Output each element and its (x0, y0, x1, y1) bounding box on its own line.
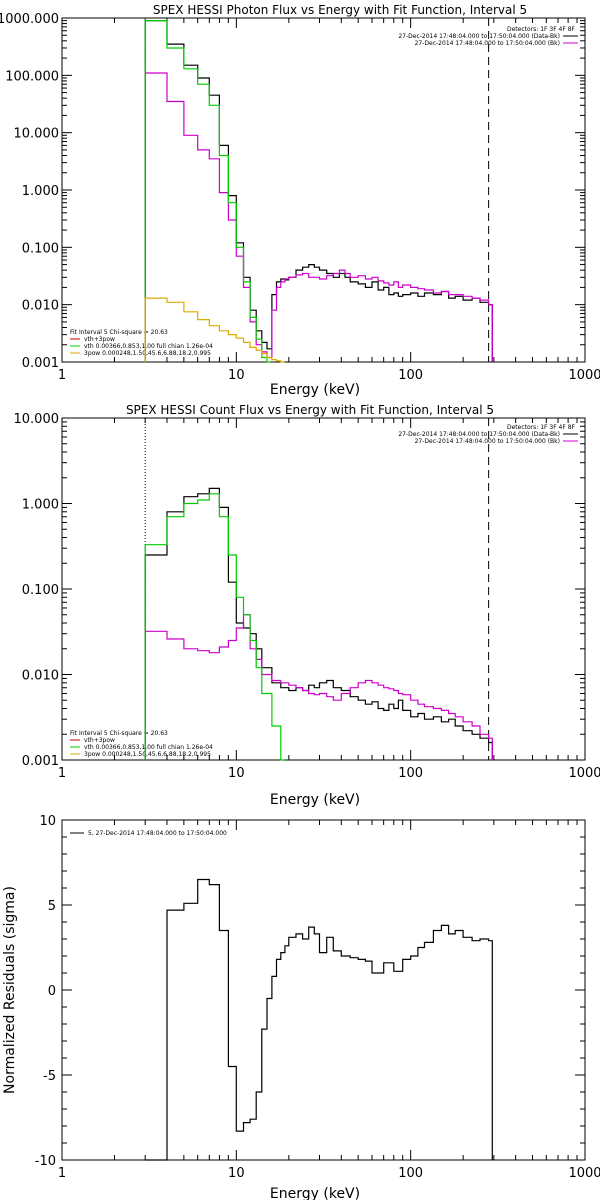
chart0-ytick-label: 10.000 (14, 127, 60, 142)
chart0-xtick-label: 100 (398, 368, 423, 383)
photon-legend-detectors: Detectors: 1F 3F 4F 8F (507, 26, 576, 33)
residuals-legend: 5, 27-Dec-2014 17:48:04.000 to 17:50:04.… (70, 830, 227, 837)
photon-flux-panel: SPEX HESSI Photon Flux vs Energy with Fi… (0, 3, 600, 398)
chart2-ytick-label: 10 (39, 814, 56, 829)
chart1-ytick-label: 0.010 (22, 669, 59, 684)
count-flux-panel: SPEX HESSI Count Flux vs Energy with Fit… (14, 403, 600, 808)
chart0-ytick-label: 0.010 (22, 299, 59, 314)
photon-flux-legend-bottom-left: Fit Interval 5 Chi-square = 20.63 vth+3p… (70, 329, 213, 357)
chart0-series-1 (144, 72, 493, 362)
chart0-ytick-label: 1000.000 (0, 12, 59, 27)
chart1-ytick-label: 0.001 (22, 754, 59, 769)
photon-legend-data-bk: 27-Dec-2014 17:48:04.000 to 17:50:04.000… (398, 33, 560, 40)
count-flux-legend-bottom-left: Fit Interval 5 Chi-square = 20.63 vth+3p… (70, 730, 213, 758)
chart1-series-0 (144, 487, 493, 760)
count-flux-xlabel: Energy (keV) (270, 792, 360, 808)
chart2-xtick-label: 100 (398, 1166, 423, 1181)
chart1-series-1 (144, 614, 493, 760)
chart2-plot-frame (61, 819, 586, 1161)
chart0-ytick-label: 100.000 (5, 69, 59, 84)
chart2-ytick-label: 5 (48, 899, 56, 914)
chart0-xtick-label: 10 (228, 368, 245, 383)
chart1-xtick-label: 1 (58, 766, 66, 781)
chart0-series-3 (144, 297, 285, 363)
chart2-xtick-label: 1 (58, 1166, 66, 1181)
chart1-ytick-label: 10.000 (14, 412, 60, 427)
count-legend-bk: 27-Dec-2014 17:48:04.000 to 17:50:04.000… (415, 438, 560, 445)
chart2-xtick-label: 1000 (568, 1166, 600, 1181)
chart1-ytick-label: 0.100 (22, 583, 59, 598)
count-fit-vth: vth 0.00366,0.853,1.00 full chian 1.26e-… (84, 744, 213, 751)
chart2-ytick-label: -10 (35, 1154, 56, 1169)
residuals-ylabel: Normalized Residuals (sigma) (2, 886, 18, 1094)
photon-fit-header: Fit Interval 5 Chi-square = 20.63 (70, 329, 168, 336)
photon-flux-legend-top-right: Detectors: 1F 3F 4F 8F 27-Dec-2014 17:48… (398, 26, 578, 47)
chart2-ytick-label: -5 (43, 1069, 56, 1084)
chart0-xtick-label: 1000 (568, 368, 600, 383)
chart0-plot-frame (61, 17, 586, 363)
count-flux-title: SPEX HESSI Count Flux vs Energy with Fit… (126, 403, 494, 417)
count-flux-legend-top-right: Detectors: 1F 3F 4F 8F 27-Dec-2014 17:48… (398, 424, 578, 445)
count-fit-header: Fit Interval 5 Chi-square = 20.63 (70, 730, 168, 737)
photon-flux-title: SPEX HESSI Photon Flux vs Energy with Fi… (153, 3, 527, 17)
residuals-xlabel: Energy (keV) (270, 1186, 360, 1200)
count-legend-detectors: Detectors: 1F 3F 4F 8F (507, 424, 576, 431)
photon-fit-3pow: 3pow 0.000248,1.50,45.6,6.88,18.2,0.995 (84, 350, 211, 357)
residuals-panel: Energy (keV) Normalized Residuals (sigma… (2, 814, 600, 1200)
chart1-xtick-label: 100 (398, 766, 423, 781)
chart1-series-2 (144, 493, 285, 761)
chart0-ytick-label: 0.001 (22, 356, 59, 371)
photon-flux-xlabel: Energy (keV) (270, 382, 360, 398)
photon-legend-bk: 27-Dec-2014 17:48:04.000 to 17:50:04.000… (415, 40, 560, 47)
chart2-ytick-label: 0 (48, 984, 56, 999)
chart0-series-2 (144, 20, 271, 363)
chart0-xtick-label: 1 (58, 368, 66, 383)
chart1-xtick-label: 1000 (568, 766, 600, 781)
chart1-plot-frame (61, 417, 586, 761)
chart1-xtick-label: 10 (228, 766, 245, 781)
chart2-series-0 (145, 878, 493, 1161)
chart0-ytick-label: 0.100 (22, 241, 59, 256)
residuals-legend-label: 5, 27-Dec-2014 17:48:04.000 to 17:50:04.… (88, 830, 227, 837)
photon-fit-total: vth+3pow (84, 336, 115, 343)
chart0-ytick-label: 1.000 (22, 184, 59, 199)
count-fit-total: vth+3pow (84, 737, 115, 744)
chart2-xtick-label: 10 (228, 1166, 245, 1181)
chart1-ytick-label: 1.000 (22, 498, 59, 513)
count-fit-3pow: 3pow 0.000248,1.50,45.6,6.88,18.2,0.995 (84, 751, 211, 758)
count-legend-data-bk: 27-Dec-2014 17:48:04.000 to 17:50:04.000… (398, 431, 560, 438)
photon-fit-vth: vth 0.00366,0.853,1.00 full chian 1.26e-… (84, 343, 213, 350)
